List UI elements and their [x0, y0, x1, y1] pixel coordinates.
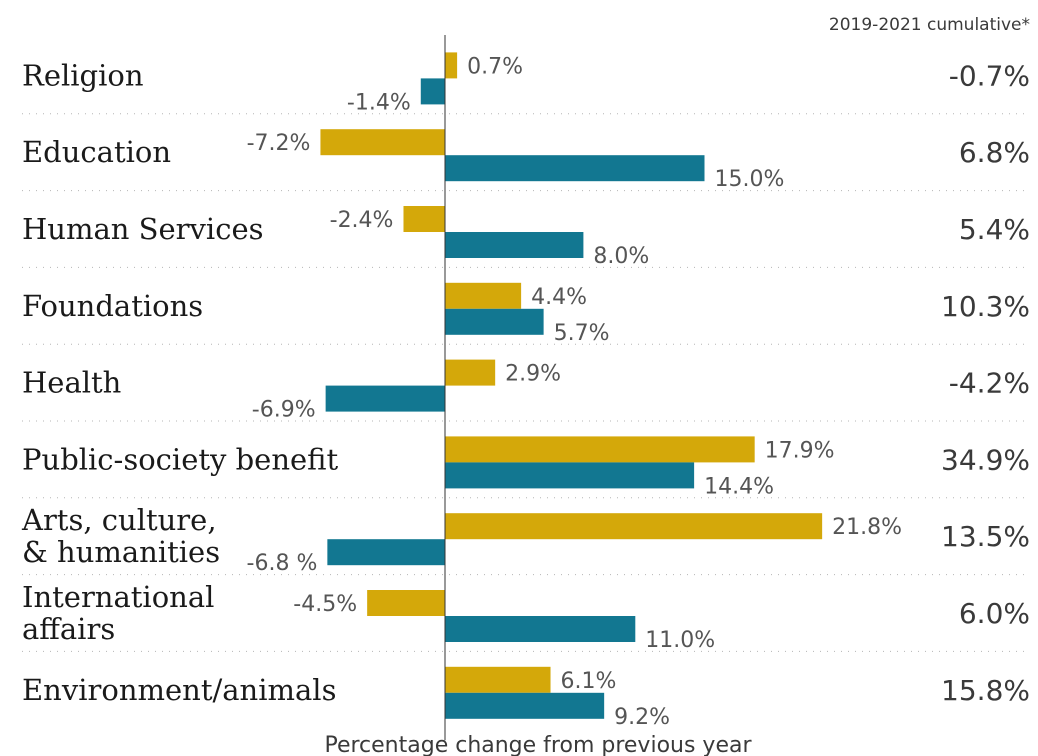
data-label-year1: -2.4% [330, 208, 394, 233]
chart-row: Education -7.2% 15.0% 6.8% [22, 129, 1030, 192]
category-label-line: Religion [22, 58, 144, 92]
cumulative-value: -4.2% [949, 367, 1030, 400]
chart-row: Religion 0.7% -1.4% -0.7% [22, 52, 1030, 115]
x-axis-title: Percentage change from previous year [324, 733, 752, 756]
chart-row: Public-society benefit 17.9% 14.4% 34.9% [22, 436, 1030, 499]
data-label-year2: 5.7% [554, 321, 610, 346]
bar-year1 [445, 52, 458, 79]
data-label-year1: 21.8% [832, 515, 902, 540]
data-label-year1: -4.5% [293, 592, 357, 617]
bar-year1 [403, 206, 445, 232]
category-label-line: Health [22, 366, 121, 400]
data-label-year2: 15.0% [715, 167, 785, 192]
category-label-line: Human Services [22, 212, 264, 246]
cumulative-value: 6.0% [959, 597, 1030, 630]
category-label-line: & humanities [22, 535, 220, 569]
data-label-year2: 8.0% [593, 244, 649, 269]
category-label-line: Foundations [22, 289, 203, 323]
category-label: Arts, culture, & humanities [21, 503, 220, 569]
cumulative-header-note: 2019-2021 cumulative* [829, 15, 1030, 35]
chart-rows: Religion 0.7% -1.4% -0.7% Education -7.2% 15.0… [21, 52, 1030, 730]
data-label-year1: 0.7% [467, 54, 523, 79]
bar-year2 [445, 232, 584, 258]
category-label: Education [22, 135, 171, 169]
data-label-year2: -6.9% [252, 398, 316, 423]
data-label-year2: 14.4% [704, 474, 774, 499]
chart-row: Foundations 4.4% 5.7% 10.3% [22, 282, 1030, 346]
data-label-year1: 4.4% [531, 285, 587, 310]
category-label: Foundations [22, 289, 203, 323]
category-label-line: affairs [22, 612, 115, 646]
bar-year2 [327, 539, 445, 566]
category-label-line: Public-society benefit [22, 442, 339, 476]
data-label-year2: 11.0% [645, 628, 715, 653]
chart-row: Human Services -2.4% 8.0% 5.4% [22, 206, 1030, 269]
bar-year1 [445, 513, 823, 540]
data-label-year2: -1.4% [347, 90, 411, 115]
data-label-year1: -7.2% [247, 131, 311, 156]
bar-year1 [445, 359, 496, 386]
cumulative-value: 6.8% [959, 136, 1030, 169]
data-label-year2: -6.8 % [247, 551, 318, 576]
cumulative-value: 5.4% [959, 213, 1030, 246]
category-label-line: International [22, 580, 214, 614]
bar-year1 [445, 436, 755, 463]
bar-year2 [420, 78, 445, 105]
data-label-year2: 9.2% [614, 705, 670, 730]
cumulative-value: 34.9% [941, 443, 1030, 476]
data-label-year1: 2.9% [505, 362, 561, 387]
bar-year1 [445, 282, 522, 309]
bar-year1 [367, 590, 445, 616]
bar-year1 [320, 129, 445, 156]
data-label-year1: 6.1% [561, 669, 617, 694]
bar-year2 [445, 616, 636, 642]
chart-row: Arts, culture, & humanities 21.8% -6.8 % 13.… [21, 503, 1030, 576]
category-label: Health [22, 366, 121, 400]
bar-year1 [445, 666, 551, 693]
category-label: Environment/animals [22, 673, 336, 707]
bar-year2 [445, 308, 544, 335]
cumulative-value: -0.7% [949, 59, 1030, 92]
chart-row: Health 2.9% -6.9% -4.2% [22, 359, 1030, 423]
category-label: Religion [22, 58, 144, 92]
category-label: Human Services [22, 212, 264, 246]
category-label-line: Arts, culture, [21, 503, 217, 537]
category-label-line: Environment/animals [22, 673, 336, 707]
data-label-year1: 17.9% [765, 438, 835, 463]
category-label: Public-society benefit [22, 442, 339, 476]
cumulative-value: 10.3% [941, 290, 1030, 323]
bar-year2 [445, 155, 705, 182]
category-label: International affairs [22, 580, 214, 646]
bar-year2 [445, 462, 695, 489]
chart-row: Environment/animals 6.1% 9.2% 15.8% [22, 666, 1030, 730]
bar-year2 [445, 692, 605, 719]
cumulative-value: 13.5% [941, 520, 1030, 553]
cumulative-value: 15.8% [941, 674, 1030, 707]
chart-row: International affairs -4.5% 11.0% 6.0% [22, 580, 1030, 653]
category-label-line: Education [22, 135, 171, 169]
bar-year2 [325, 385, 445, 412]
